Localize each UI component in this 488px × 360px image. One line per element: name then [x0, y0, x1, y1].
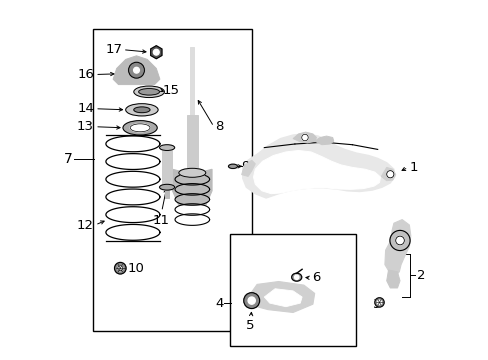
- Polygon shape: [386, 270, 399, 288]
- Ellipse shape: [134, 107, 150, 113]
- Ellipse shape: [291, 273, 301, 281]
- Circle shape: [374, 298, 384, 307]
- Polygon shape: [314, 136, 333, 145]
- Polygon shape: [113, 56, 160, 85]
- Circle shape: [114, 262, 126, 274]
- Ellipse shape: [123, 121, 157, 135]
- Text: 4: 4: [215, 297, 223, 310]
- Ellipse shape: [179, 168, 205, 177]
- Circle shape: [395, 236, 404, 245]
- Bar: [230, 234, 355, 346]
- Text: 17: 17: [106, 43, 122, 56]
- Text: 6: 6: [311, 271, 320, 284]
- Ellipse shape: [130, 124, 150, 132]
- Text: 2: 2: [416, 269, 424, 282]
- Circle shape: [389, 230, 409, 251]
- Circle shape: [301, 134, 307, 141]
- Circle shape: [247, 297, 255, 304]
- Bar: [162, 148, 172, 187]
- Text: 11: 11: [152, 214, 169, 227]
- Polygon shape: [264, 289, 302, 307]
- Circle shape: [118, 266, 122, 271]
- Circle shape: [128, 62, 144, 78]
- Polygon shape: [242, 134, 394, 198]
- Text: 9: 9: [241, 160, 249, 173]
- Circle shape: [377, 300, 381, 305]
- Ellipse shape: [125, 104, 158, 116]
- Text: 13: 13: [77, 120, 94, 133]
- Bar: [164, 187, 169, 198]
- Polygon shape: [253, 150, 380, 194]
- Polygon shape: [247, 282, 314, 312]
- Polygon shape: [381, 167, 395, 181]
- Circle shape: [386, 171, 393, 178]
- Ellipse shape: [228, 164, 237, 168]
- Ellipse shape: [159, 145, 174, 150]
- Text: 1: 1: [408, 161, 417, 174]
- Polygon shape: [241, 160, 255, 176]
- Polygon shape: [292, 132, 316, 143]
- Text: 15: 15: [162, 84, 179, 97]
- Circle shape: [294, 275, 298, 279]
- Bar: [190, 47, 194, 115]
- Text: 7: 7: [63, 152, 72, 166]
- Circle shape: [153, 49, 159, 55]
- Polygon shape: [384, 220, 410, 274]
- Text: 12: 12: [77, 219, 94, 231]
- Text: 14: 14: [77, 102, 94, 115]
- Text: 10: 10: [127, 262, 144, 275]
- Bar: [93, 29, 251, 331]
- Ellipse shape: [139, 89, 159, 95]
- Circle shape: [133, 67, 139, 73]
- Bar: [186, 115, 198, 173]
- Polygon shape: [172, 169, 212, 205]
- Text: 5: 5: [245, 319, 254, 332]
- Text: 8: 8: [215, 120, 223, 133]
- Text: 3: 3: [373, 298, 381, 311]
- Circle shape: [244, 293, 259, 309]
- Ellipse shape: [134, 86, 164, 98]
- Text: 16: 16: [77, 68, 94, 81]
- Ellipse shape: [159, 184, 174, 190]
